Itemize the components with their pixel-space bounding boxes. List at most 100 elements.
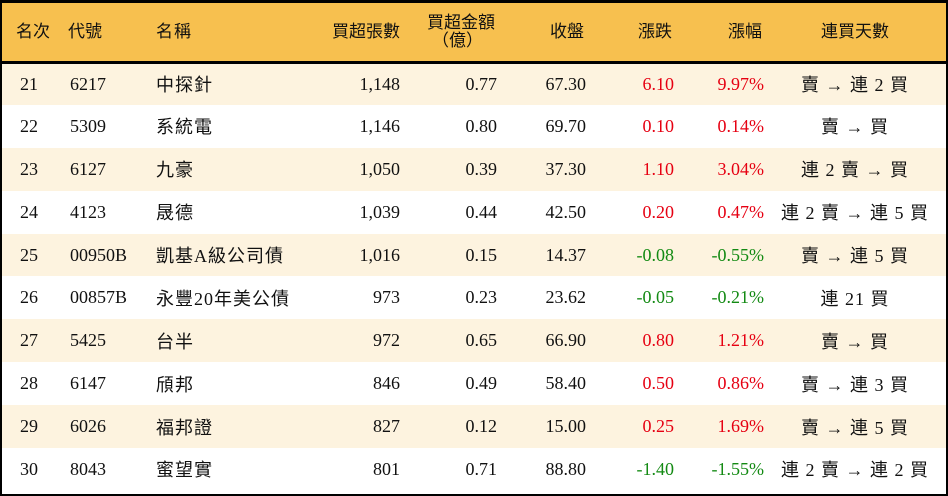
header-rank[interactable]: 名次 [16, 21, 50, 41]
cell-change: -0.08 [636, 244, 675, 265]
cell-change-pct: 9.97% [717, 73, 765, 94]
table-row[interactable]: 29 6026 福邦證 827 0.12 15.00 0.25 1.69% 賣 … [2, 405, 946, 449]
cell-name[interactable]: 台半 [156, 331, 194, 352]
cell-buy-amount: 0.65 [465, 330, 498, 351]
table-row[interactable]: 26 00857B 永豐20年美公債 973 0.23 23.62 -0.05 … [2, 276, 946, 320]
cell-change: -0.05 [636, 287, 675, 308]
cell-rank: 26 [20, 287, 38, 308]
cell-rank: 29 [20, 416, 38, 437]
cell-name[interactable]: 九豪 [156, 160, 194, 181]
cell-consecutive-days: 連 2 賣 → 買 [801, 160, 909, 181]
cell-buy-amount: 0.15 [465, 244, 498, 265]
cell-name[interactable]: 中探針 [156, 75, 213, 96]
cell-name[interactable]: 蜜望實 [156, 460, 213, 481]
cell-change: 1.10 [642, 158, 675, 179]
cell-name[interactable]: 系統電 [156, 117, 213, 138]
table-row[interactable]: 25 00950B 凱基A級公司債 1,016 0.15 14.37 -0.08… [2, 233, 946, 277]
table-row[interactable]: 23 6127 九豪 1,050 0.39 37.30 1.10 3.04% 連… [2, 147, 946, 191]
cell-name[interactable]: 頎邦 [156, 374, 194, 395]
table-row[interactable]: 27 5425 台半 972 0.65 66.90 0.80 1.21% 賣 →… [2, 319, 946, 363]
cell-rank: 21 [20, 73, 38, 94]
cell-code: 4123 [70, 201, 106, 222]
cell-consecutive-days: 賣 → 連 3 買 [801, 374, 909, 395]
cell-change: 0.20 [642, 201, 675, 222]
cell-buy-volume: 1,050 [359, 158, 401, 179]
cell-code: 6217 [70, 73, 106, 94]
cell-name[interactable]: 永豐20年美公債 [156, 288, 290, 309]
cell-code: 6026 [70, 416, 106, 437]
cell-name[interactable]: 晟德 [156, 203, 194, 224]
cell-rank: 30 [20, 458, 38, 479]
header-close[interactable]: 收盤 [550, 21, 584, 41]
cell-code: 00950B [70, 244, 128, 265]
table-header: 名次 代號 名稱 買超張數 買超金額 （億） 收盤 漲跌 漲幅 連買天數 [2, 3, 946, 62]
header-change-pct[interactable]: 漲幅 [728, 21, 762, 41]
cell-code: 8043 [70, 458, 106, 479]
cell-close: 66.90 [545, 330, 587, 351]
header-buy-amount-line2: （億） [432, 30, 483, 50]
cell-change-pct: -0.21% [711, 287, 765, 308]
table-row[interactable]: 24 4123 晟德 1,039 0.44 42.50 0.20 0.47% 連… [2, 190, 946, 234]
cell-buy-amount: 0.12 [465, 416, 498, 437]
cell-change-pct: -1.55% [711, 458, 765, 479]
cell-change-pct: 1.69% [717, 416, 765, 437]
cell-consecutive-days: 賣 → 連 5 買 [801, 246, 909, 266]
cell-close: 88.80 [545, 458, 587, 479]
table-row[interactable]: 30 8043 蜜望實 801 0.71 88.80 -1.40 -1.55% … [2, 448, 946, 491]
cell-name[interactable]: 凱基A級公司債 [156, 246, 284, 266]
table-body: 21 6217 中探針 1,148 0.77 67.30 6.10 9.97% … [2, 62, 946, 491]
header-buy-amount[interactable]: 買超金額 （億） [400, 3, 497, 62]
table-row[interactable]: 22 5309 系統電 1,146 0.80 69.70 0.10 0.14% … [2, 104, 946, 148]
header-consecutive-days[interactable]: 連買天數 [821, 21, 889, 41]
cell-change-pct: 0.14% [717, 115, 765, 136]
cell-buy-volume: 1,146 [359, 115, 401, 136]
cell-close: 67.30 [545, 73, 587, 94]
cell-consecutive-days: 賣 → 連 2 買 [801, 75, 909, 96]
cell-name[interactable]: 福邦證 [156, 417, 213, 438]
cell-close: 37.30 [545, 158, 587, 179]
header-row: 名次 代號 名稱 買超張數 買超金額 （億） 收盤 漲跌 漲幅 連買天數 [2, 3, 946, 62]
cell-buy-amount: 0.44 [465, 201, 498, 222]
header-name[interactable]: 名稱 [156, 21, 192, 41]
cell-change-pct: 0.86% [717, 373, 765, 394]
cell-close: 23.62 [545, 287, 587, 308]
cell-change-pct: 1.21% [717, 330, 765, 351]
header-code[interactable]: 代號 [68, 21, 102, 41]
cell-change-pct: -0.55% [711, 244, 765, 265]
cell-buy-volume: 973 [373, 287, 400, 308]
cell-buy-amount: 0.49 [465, 373, 498, 394]
cell-buy-volume: 972 [373, 330, 400, 351]
cell-rank: 22 [20, 115, 38, 136]
cell-rank: 28 [20, 373, 38, 394]
cell-change: 0.10 [642, 115, 675, 136]
cell-consecutive-days: 賣 → 買 [821, 117, 889, 138]
cell-code: 6127 [70, 158, 106, 179]
cell-consecutive-days: 賣 → 買 [821, 331, 889, 352]
cell-rank: 27 [20, 330, 38, 351]
table-row[interactable]: 21 6217 中探針 1,148 0.77 67.30 6.10 9.97% … [2, 62, 946, 105]
cell-code: 00857B [70, 287, 128, 308]
cell-rank: 25 [20, 244, 38, 265]
cell-consecutive-days: 賣 → 連 5 買 [801, 417, 909, 438]
header-buy-volume[interactable]: 買超張數 [332, 21, 400, 41]
cell-buy-amount: 0.39 [465, 158, 498, 179]
cell-change-pct: 0.47% [717, 201, 765, 222]
cell-code: 5309 [70, 115, 106, 136]
cell-consecutive-days: 連 21 買 [820, 288, 890, 309]
cell-change-pct: 3.04% [717, 158, 765, 179]
cell-change: 0.50 [642, 373, 675, 394]
cell-buy-volume: 1,016 [359, 244, 401, 265]
cell-buy-volume: 827 [373, 416, 400, 437]
cell-change: 0.80 [642, 330, 675, 351]
cell-buy-volume: 801 [373, 458, 400, 479]
cell-close: 14.37 [545, 244, 587, 265]
cell-close: 15.00 [545, 416, 587, 437]
cell-buy-volume: 1,148 [359, 73, 401, 94]
cell-change: 0.25 [642, 416, 675, 437]
header-change[interactable]: 漲跌 [638, 21, 672, 41]
cell-close: 42.50 [545, 201, 587, 222]
cell-consecutive-days: 連 2 賣 → 連 5 買 [781, 203, 929, 224]
table-row[interactable]: 28 6147 頎邦 846 0.49 58.40 0.50 0.86% 賣 →… [2, 362, 946, 406]
cell-code: 6147 [70, 373, 106, 394]
